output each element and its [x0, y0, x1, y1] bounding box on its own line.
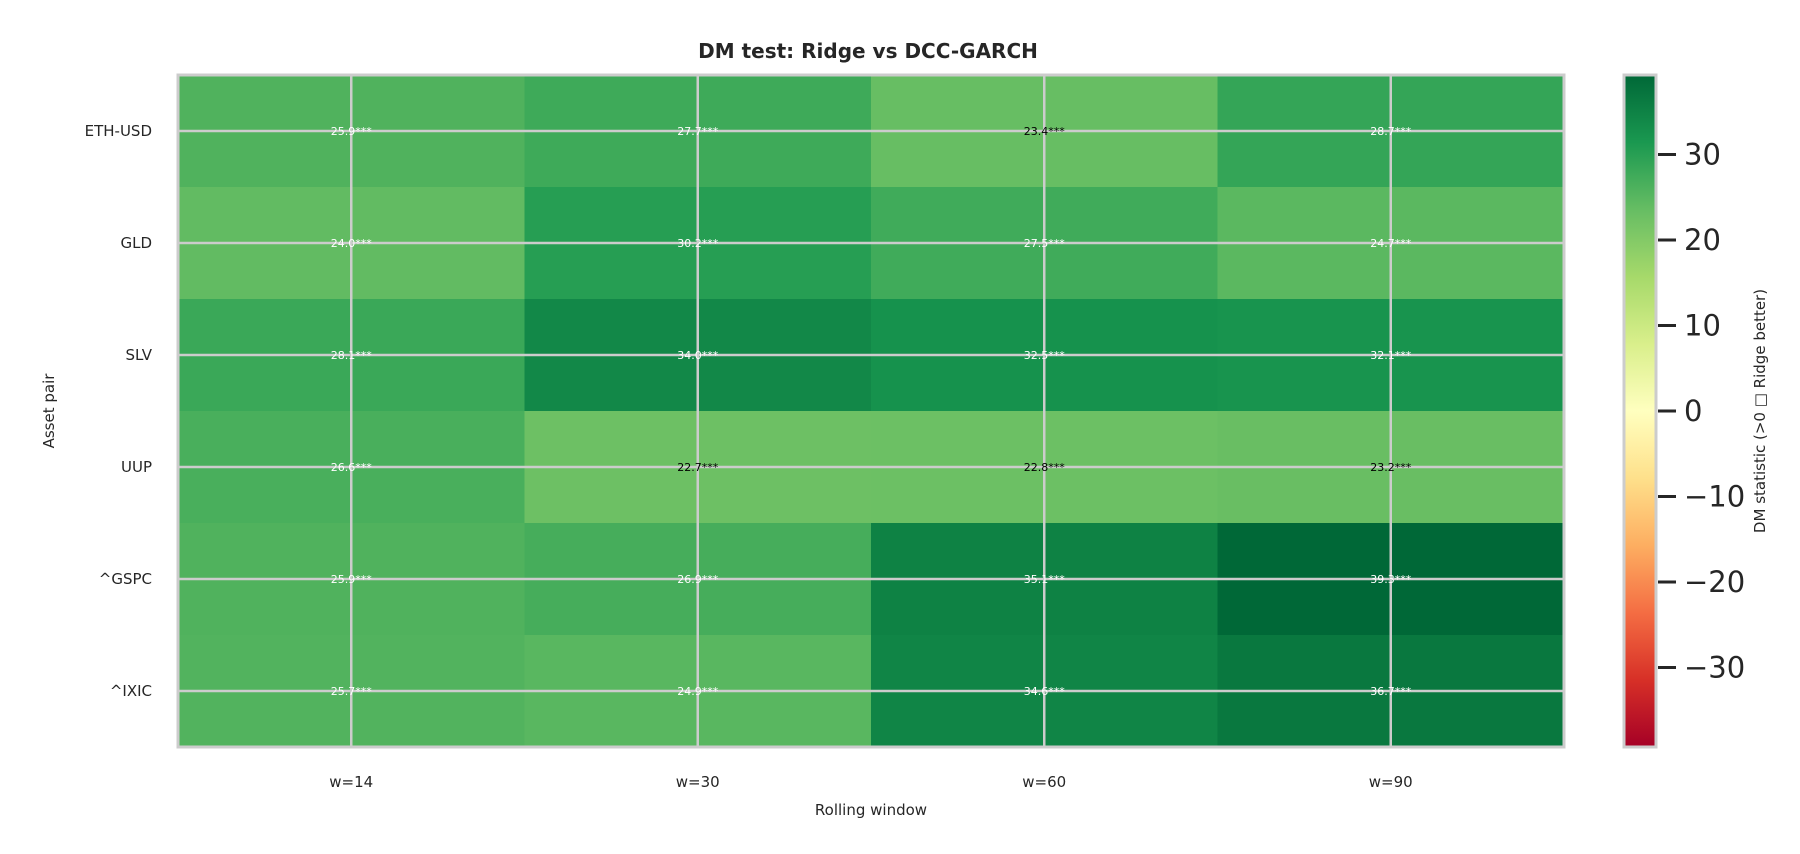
colorbar-ticks: 30 20 10 0 −10 −20 −30: [1658, 138, 1745, 684]
cell-value-label: 25.9***: [331, 125, 372, 138]
x-tick-labels: w=14 w=30 w=60 w=90: [329, 773, 1412, 791]
x-tick-label: w=90: [1369, 773, 1413, 791]
cell-value-label: 23.2***: [1370, 461, 1411, 474]
cell-value-label: 25.9***: [331, 573, 372, 586]
x-tick-label: w=30: [676, 773, 720, 791]
x-tick-label: w=14: [329, 773, 373, 791]
cell-value-label: 24.0***: [331, 237, 372, 250]
x-axis-label: Rolling window: [815, 801, 927, 819]
y-tick-label: ETH-USD: [85, 122, 152, 140]
colorbar-tick-label: 10: [1684, 309, 1721, 343]
cell-labels: 25.9*** 27.7*** 23.4*** 28.7*** 24.0*** 30.2*…: [331, 125, 1412, 698]
cell-value-label: 22.8***: [1024, 461, 1065, 474]
colorbar-tick-label: −30: [1684, 650, 1745, 684]
y-tick-label: GLD: [120, 234, 152, 252]
cell-value-label: 26.9***: [677, 573, 718, 586]
y-axis-label: Asset pair: [40, 373, 58, 449]
cell-value-label: 26.6***: [331, 461, 372, 474]
y-tick-label: SLV: [126, 346, 153, 364]
cell-value-label: 24.7***: [1370, 237, 1411, 250]
cell-value-label: 22.7***: [677, 461, 718, 474]
colorbar-tick-label: −20: [1684, 565, 1745, 599]
chart-title: DM test: Ridge vs DCC-GARCH: [698, 39, 1038, 63]
cell-value-label: 30.2***: [677, 237, 718, 250]
cell-value-label: 27.5***: [1024, 237, 1065, 250]
heatmap-cells: [178, 75, 1565, 748]
cell-value-label: 27.7***: [677, 125, 718, 138]
y-tick-label: ^GSPC: [99, 570, 152, 588]
cell-value-label: 32.1***: [1370, 349, 1411, 362]
cell-value-label: 34.6***: [1024, 685, 1065, 698]
cell-value-label: 36.7***: [1370, 685, 1411, 698]
colorbar-tick-label: 20: [1684, 223, 1721, 257]
cell-value-label: 34.0***: [677, 349, 718, 362]
colorbar-tick-label: 30: [1684, 138, 1721, 172]
y-tick-label: ^IXIC: [110, 682, 152, 700]
grid-lines: [178, 75, 1564, 747]
y-tick-labels: ETH-USD GLD SLV UUP ^GSPC ^IXIC: [85, 122, 153, 700]
plot-frame: [176, 73, 1566, 749]
colorbar: [1622, 73, 1658, 749]
cell-value-label: 32.5***: [1024, 349, 1065, 362]
colorbar-tick-label: −10: [1684, 479, 1745, 513]
colorbar-tick-label: 0: [1684, 394, 1702, 428]
cell-value-label: 39.3***: [1370, 573, 1411, 586]
y-tick-label: UUP: [121, 458, 152, 476]
cell-value-label: 28.1***: [331, 349, 372, 362]
colorbar-label: DM statistic (>0 □ Ridge better): [1751, 289, 1769, 533]
cell-value-label: 28.7***: [1370, 125, 1411, 138]
x-tick-label: w=60: [1022, 773, 1066, 791]
cell-value-label: 24.9***: [677, 685, 718, 698]
cell-value-label: 25.7***: [331, 685, 372, 698]
cell-value-label: 23.4***: [1024, 125, 1065, 138]
cell-value-label: 35.1***: [1024, 573, 1065, 586]
